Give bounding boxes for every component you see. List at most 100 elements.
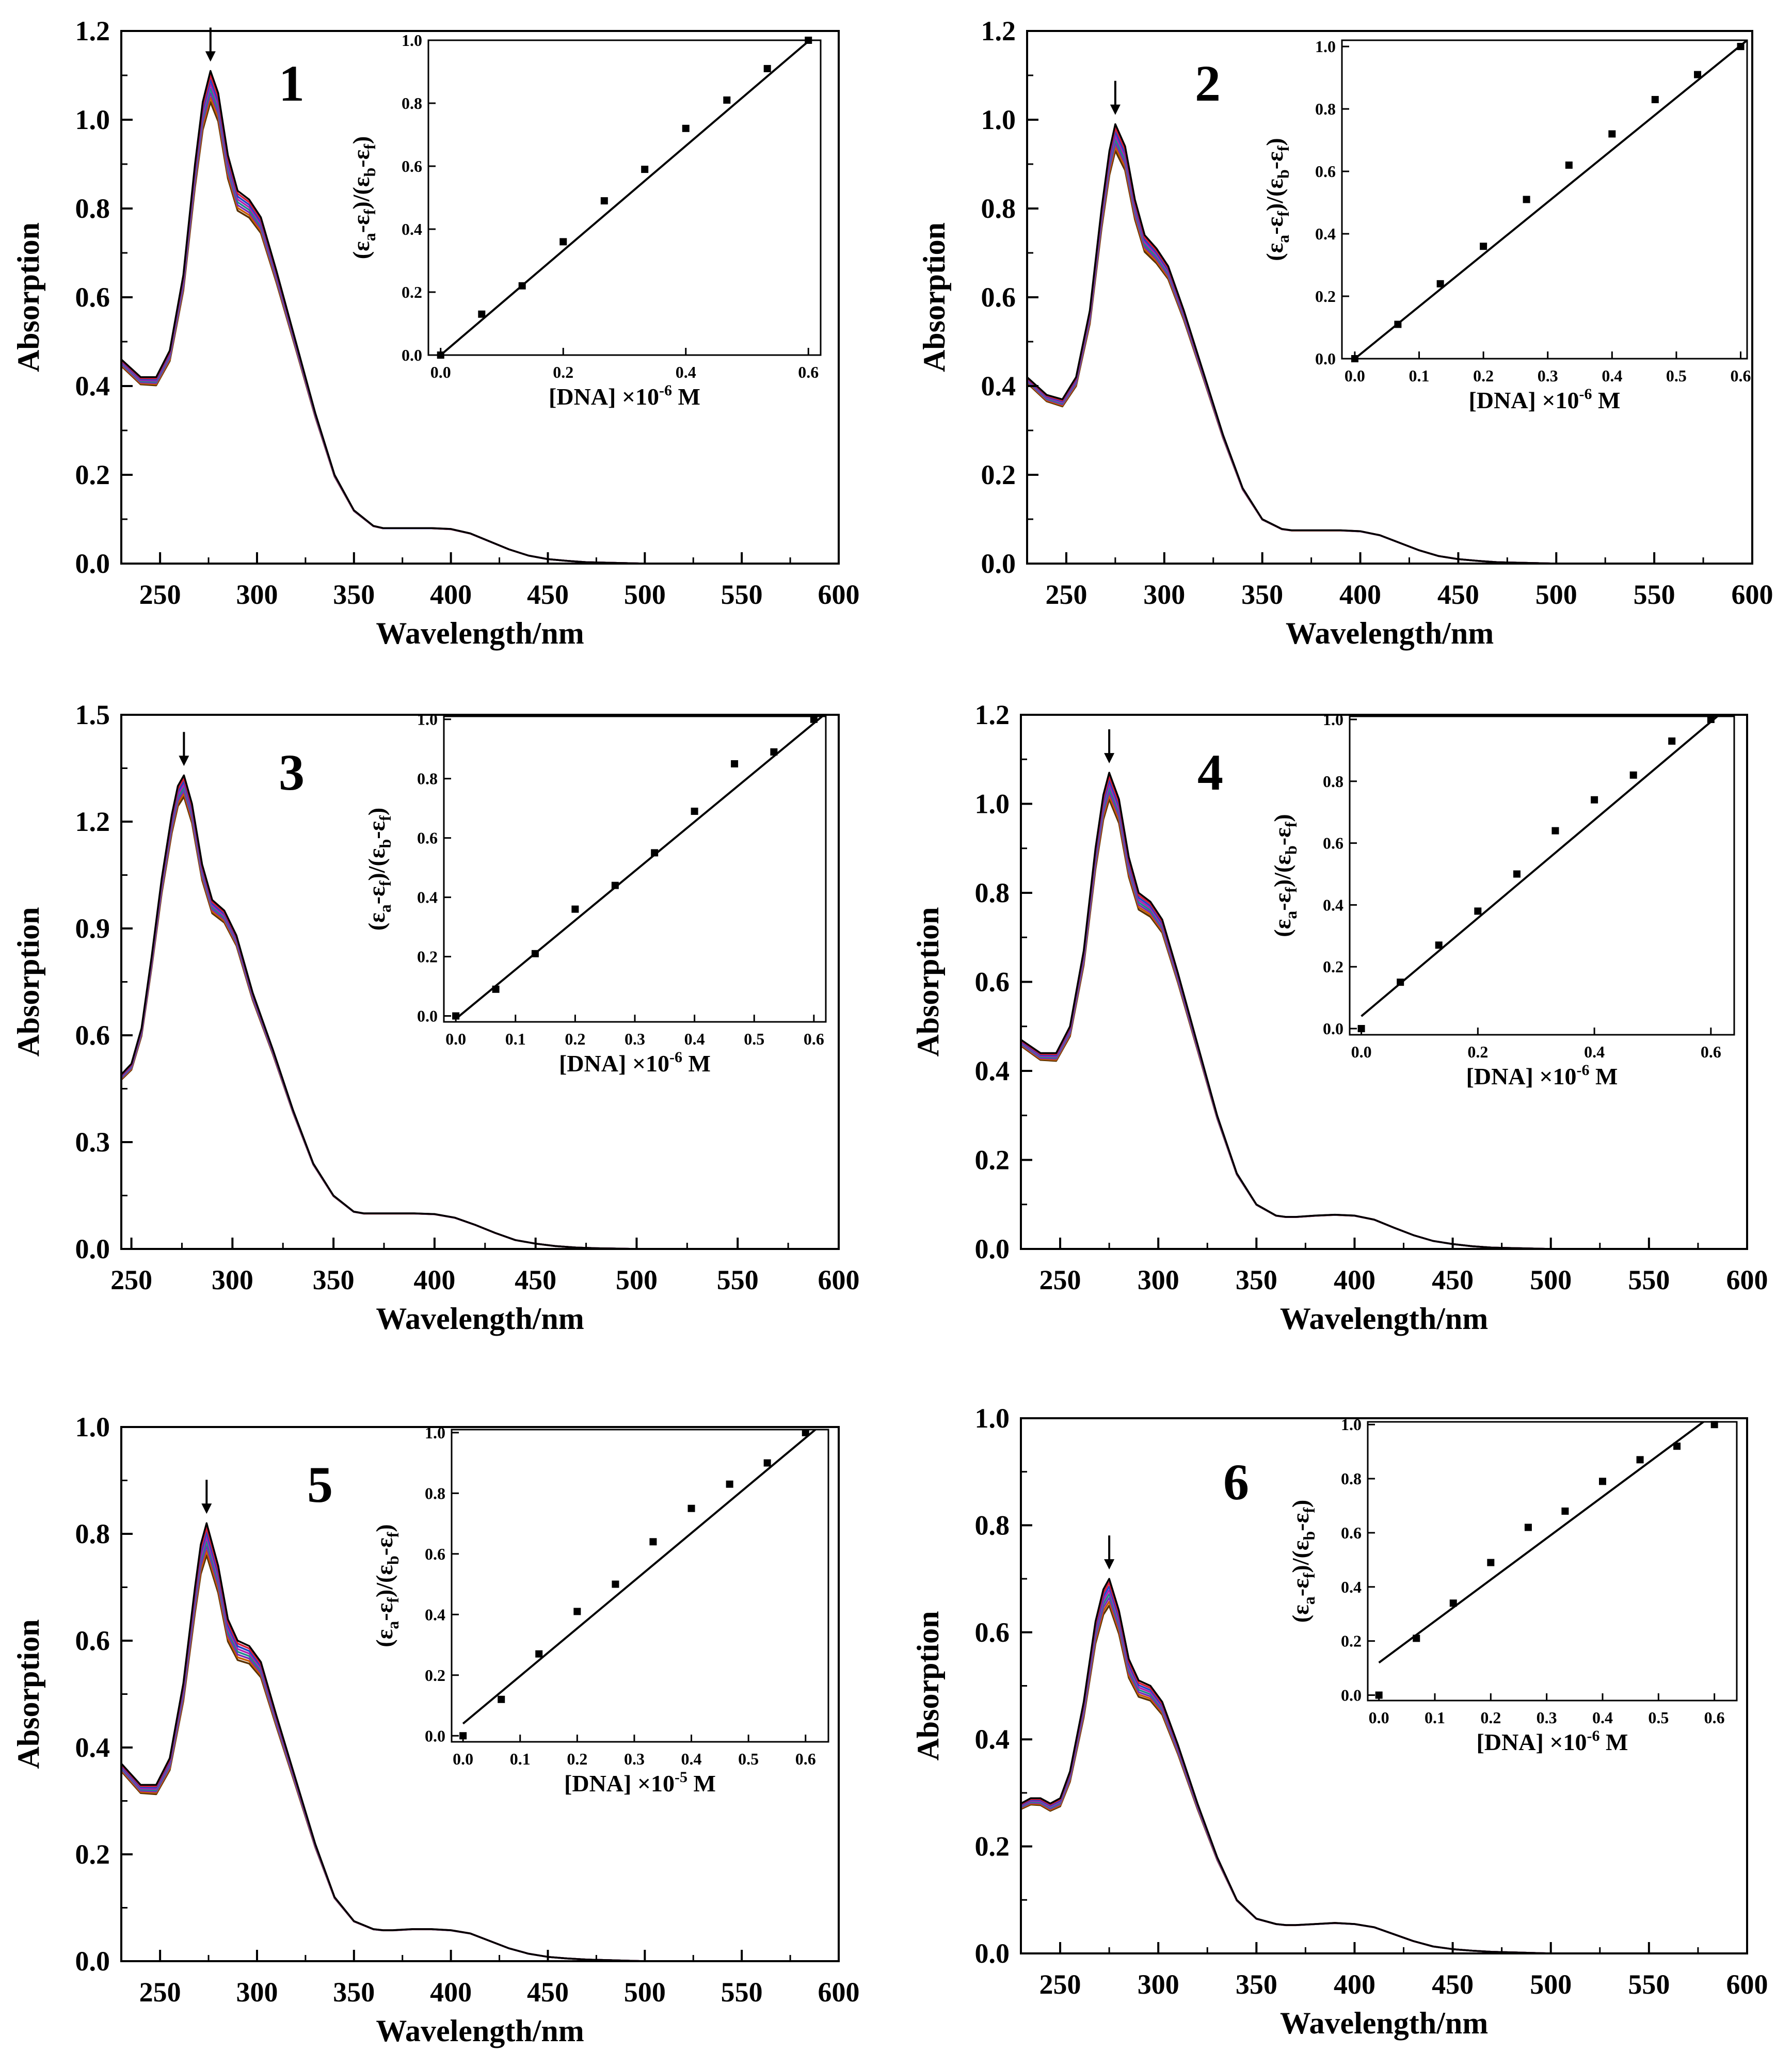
x-tick-label: 600 — [1726, 1969, 1768, 2000]
inset-data-point — [1737, 43, 1745, 51]
x-tick-label: 500 — [1530, 1969, 1572, 2000]
spectrum-line-1 — [120, 774, 839, 1250]
y-tick-label: 0.0 — [975, 1938, 1010, 1969]
x-axis-title: Wavelength/nm — [376, 2014, 584, 2048]
panel-5: 250 300 350 400 450 500 550 600 0.0 0.2 0.4 0.6 0.8 1… — [11, 1412, 860, 2048]
inset-y-tick-label: 1.0 — [425, 1423, 445, 1442]
inset-fit-line — [455, 716, 824, 1020]
inset-y-tick-label: 0.6 — [417, 829, 438, 847]
panel-number: 3 — [279, 744, 305, 801]
x-tick-label: 400 — [1334, 1969, 1375, 2000]
y-tick-label: 0.8 — [75, 1518, 110, 1549]
x-tick-label: 600 — [818, 579, 860, 610]
y-tick-label: 0.8 — [975, 877, 1010, 908]
inset-x-tick-label: 0.6 — [1701, 1043, 1721, 1061]
y-tick-label: 0.6 — [75, 282, 110, 313]
inset-y-tick-label: 0.8 — [417, 770, 438, 788]
inset-data-point — [1413, 1634, 1420, 1642]
x-tick-label: 400 — [1334, 1264, 1375, 1295]
inset-y-tick-label: 0.4 — [402, 220, 422, 238]
inset-data-point — [1474, 907, 1482, 915]
inset-y-tick-label: 0.4 — [1341, 1578, 1362, 1596]
y-axis-title: Absorption — [11, 1619, 45, 1769]
inset-plot: 0.0 0.2 0.4 0.6 0.0 0.2 0.4 0.6 0.8 1.0 [DNA] ×10-… — [1269, 710, 1735, 1089]
y-tick-label: 0.6 — [981, 282, 1016, 313]
spectrum-line-5 — [1020, 787, 1747, 1250]
y-tick-label: 0.8 — [981, 193, 1016, 224]
panel-number: 2 — [1195, 55, 1221, 112]
y-tick-label: 0.4 — [975, 1055, 1010, 1086]
inset-x-tick-label: 0.4 — [1602, 366, 1622, 385]
y-tick-label: 0.0 — [75, 1233, 110, 1264]
inset-data-point — [1668, 737, 1676, 745]
inset-data-point — [1487, 1559, 1495, 1566]
inset-frame — [1341, 39, 1748, 360]
spectrum-line-2 — [1020, 1581, 1747, 1954]
inset-data-point — [1599, 1478, 1606, 1485]
inset-data-point — [1707, 715, 1715, 723]
x-tick-label: 550 — [1628, 1264, 1670, 1295]
panel-6: 250 300 350 400 450 500 550 600 0.0 0.2 0.4 0.6 0.8 1… — [911, 1403, 1768, 2040]
y-axis-title: Absorption — [917, 222, 951, 372]
inset-y-tick-label: 0.0 — [1341, 1686, 1362, 1705]
spectrum-line-7 — [120, 1549, 839, 1962]
y-tick-label: 0.4 — [975, 1724, 1010, 1755]
y-axis-title: Absorption — [11, 222, 45, 372]
x-tick-label: 550 — [721, 579, 763, 610]
inset-x-tick-label: 0.6 — [795, 1750, 816, 1768]
peak-arrow-head — [179, 756, 189, 766]
y-tick-label: 0.8 — [975, 1510, 1010, 1541]
x-tick-label: 400 — [430, 579, 472, 610]
panel-number: 4 — [1197, 744, 1223, 801]
y-tick-label: 0.0 — [981, 548, 1016, 579]
inset-x-tick-label: 0.4 — [681, 1750, 702, 1768]
x-tick-label: 550 — [717, 1264, 759, 1295]
x-tick-label: 500 — [624, 579, 666, 610]
y-tick-label: 1.0 — [981, 104, 1016, 135]
inset-x-tick-label: 0.4 — [1584, 1043, 1605, 1061]
x-axis-title: Wavelength/nm — [1280, 1302, 1488, 1336]
inset-y-tick-label: 0.2 — [1315, 287, 1336, 306]
inset-y-axis-title: (εa-εf)/(εb-εf) — [1261, 138, 1292, 261]
x-tick-label: 450 — [1432, 1969, 1474, 2000]
spectrum-line-2 — [120, 1527, 839, 1962]
inset-data-point — [731, 760, 739, 767]
inset-y-tick-label: 1.0 — [402, 31, 422, 50]
x-tick-label: 450 — [1432, 1264, 1474, 1295]
spectrum-line-7 — [1020, 1600, 1747, 1954]
x-tick-label: 250 — [110, 1264, 152, 1295]
spectrum-line-2 — [120, 777, 839, 1250]
x-tick-label: 250 — [1039, 1264, 1081, 1295]
y-tick-label: 0.6 — [975, 1617, 1010, 1648]
panel-2: 250 300 350 400 450 500 550 600 0.0 0.2 0.4 0.6 0.8 1… — [917, 15, 1773, 650]
spectrum-line-1 — [1026, 123, 1752, 565]
inset-data-point — [1551, 827, 1559, 835]
x-axis-title: Wavelength/nm — [1286, 616, 1494, 650]
y-tick-label: 0.2 — [975, 1831, 1010, 1862]
inset-fit-line — [1354, 40, 1747, 359]
inset-x-tick-label: 0.1 — [1425, 1708, 1445, 1727]
spectrum-line-3 — [1026, 131, 1752, 565]
x-tick-label: 400 — [430, 1977, 472, 2008]
inset-x-tick-label: 0.6 — [804, 1030, 824, 1048]
y-tick-label: 0.6 — [975, 967, 1010, 998]
inset-y-tick-label: 0.0 — [1323, 1019, 1343, 1038]
spectrum-line-6 — [120, 1545, 839, 1962]
inset-y-axis-title: (εa-εf)/(εb-εf) — [371, 1524, 402, 1647]
inset-x-axis-title: [DNA] ×10-6 M — [549, 382, 700, 410]
y-tick-label: 0.2 — [981, 459, 1016, 490]
inset-y-tick-label: 0.2 — [417, 948, 438, 966]
inset-x-tick-label: 0.2 — [1467, 1043, 1488, 1061]
x-tick-label: 350 — [333, 1977, 375, 2008]
x-tick-label: 600 — [1732, 579, 1773, 610]
y-axis-title: Absorption — [11, 907, 45, 1056]
inset-x-tick-label: 0.6 — [1704, 1708, 1725, 1727]
inset-y-tick-label: 1.0 — [417, 710, 438, 729]
x-tick-label: 600 — [818, 1977, 860, 2008]
inset-y-axis-title: (εa-εf)/(εb-εf) — [1269, 814, 1300, 937]
inset-x-tick-label: 0.4 — [676, 363, 696, 381]
x-tick-label: 550 — [721, 1977, 763, 2008]
plot-frame — [1020, 714, 1748, 1250]
inset-y-tick-label: 0.4 — [425, 1605, 445, 1624]
